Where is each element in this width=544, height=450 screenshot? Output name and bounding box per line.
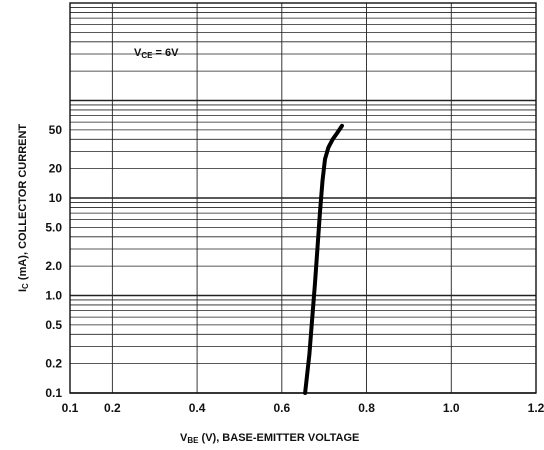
y-tick-label: 2.0 bbox=[45, 259, 62, 273]
y-tick-label: 0.2 bbox=[45, 357, 62, 371]
series-layer bbox=[303, 123, 344, 395]
x-tick-label: 0.8 bbox=[358, 401, 375, 415]
y-tick-label: 20 bbox=[49, 162, 63, 176]
y-tick-label: 10 bbox=[49, 191, 63, 205]
y-tick-label: 0.5 bbox=[45, 318, 62, 332]
y-tick-label: 50 bbox=[49, 123, 63, 137]
grid bbox=[69, 3, 537, 394]
plot-frame bbox=[69, 2, 537, 394]
x-tick-label: 0.2 bbox=[104, 401, 121, 415]
y-axis-label: IC (mA), COLLECTOR CURRENT bbox=[17, 124, 30, 292]
series-1-line bbox=[303, 123, 344, 395]
x-tick-label: 1.0 bbox=[443, 401, 460, 415]
x-tick-label: 0.1 bbox=[62, 401, 79, 415]
x-tick-label: 1.2 bbox=[528, 401, 544, 415]
x-tick-labels: 0.1 0.2 0.4 0.6 0.8 1.0 1.2 bbox=[62, 401, 544, 415]
y-tick-labels: 0.1 0.2 0.5 1.0 2.0 5.0 10 20 50 bbox=[45, 123, 62, 400]
y-tick-label: 0.1 bbox=[45, 386, 62, 400]
x-tick-label: 0.4 bbox=[189, 401, 206, 415]
x-tick-label: 0.6 bbox=[273, 401, 290, 415]
plot-border bbox=[69, 2, 537, 394]
y-tick-label: 5.0 bbox=[45, 220, 62, 234]
y-tick-label: 1.0 bbox=[45, 289, 62, 303]
annotation-vce: VCE = 6V bbox=[134, 47, 179, 60]
x-axis-label: VBE (V), BASE-EMITTER VOLTAGE bbox=[180, 432, 359, 445]
